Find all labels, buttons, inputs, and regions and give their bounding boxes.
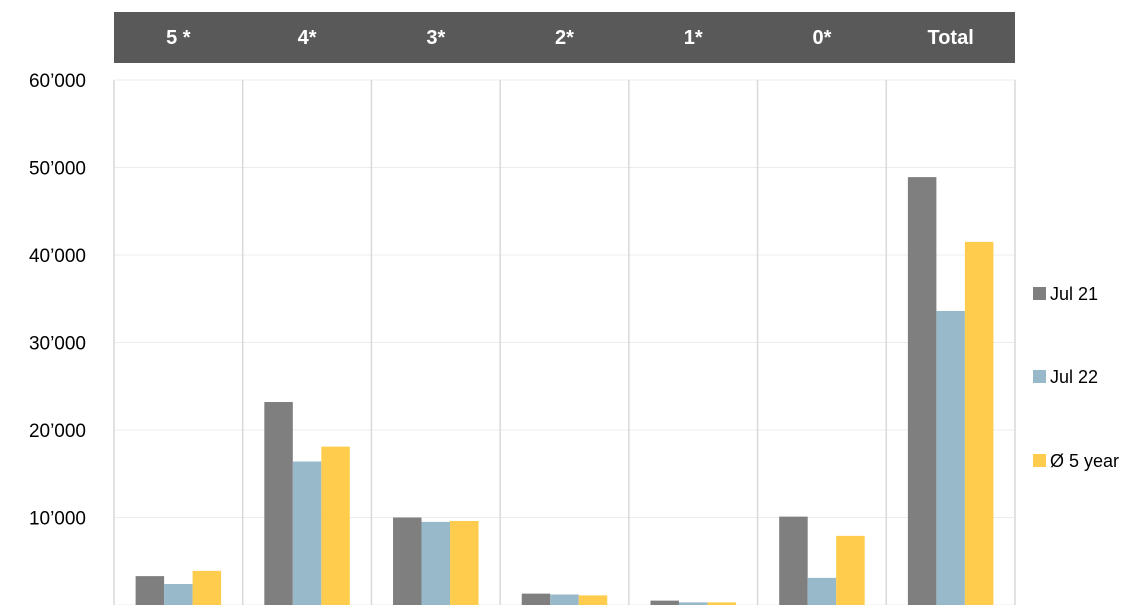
y-tick-label: 10’000 <box>29 509 86 530</box>
gridlines <box>113 79 1016 605</box>
legend-swatch <box>1033 454 1046 467</box>
category-header-labels: 5 * 4* 3* 2* 1* 0* Total <box>166 27 974 49</box>
header-band <box>114 12 1015 63</box>
bar <box>650 600 679 605</box>
category-label: 2* <box>555 27 574 49</box>
bar <box>964 241 994 605</box>
legend-swatch <box>1033 287 1046 300</box>
bar <box>421 521 451 605</box>
legend-item: Jul 21 <box>1033 284 1098 304</box>
y-tick-label: 40’000 <box>29 246 86 267</box>
bar <box>779 516 808 605</box>
legend: Jul 21 Jul 22 Ø 5 year <box>1033 284 1119 471</box>
bar <box>936 311 965 605</box>
bar <box>678 602 708 605</box>
legend-swatch <box>1033 370 1046 383</box>
y-tick-label: 50’000 <box>29 159 86 180</box>
bar <box>550 594 579 605</box>
bar <box>450 521 479 605</box>
bars <box>135 177 994 605</box>
category-label: 0* <box>812 27 831 49</box>
legend-item: Jul 22 <box>1033 367 1098 387</box>
legend-label: Jul 21 <box>1050 284 1098 304</box>
legend-item: Ø 5 year <box>1033 451 1119 471</box>
bar <box>135 576 165 605</box>
bar <box>393 517 422 605</box>
y-tick-label: 30’000 <box>29 334 86 355</box>
bar <box>907 177 937 605</box>
bar <box>192 570 222 605</box>
legend-label: Jul 22 <box>1050 367 1098 387</box>
bar <box>164 584 193 605</box>
bar <box>321 446 350 605</box>
bar <box>807 577 837 605</box>
category-label: Total <box>927 27 973 49</box>
bar <box>292 461 322 605</box>
category-label: 1* <box>684 27 703 49</box>
bar <box>264 402 293 605</box>
y-axis-tick-labels: 10’000 20’000 30’000 40’000 50’000 60’000 <box>29 71 86 530</box>
category-label: 5 * <box>166 27 191 49</box>
category-label: 3* <box>426 27 445 49</box>
bar <box>836 535 865 605</box>
bar <box>521 593 551 605</box>
category-label: 4* <box>298 27 317 49</box>
y-tick-label: 20’000 <box>29 421 86 442</box>
bar <box>707 602 736 605</box>
bar <box>578 595 608 605</box>
y-tick-label: 60’000 <box>29 71 86 92</box>
legend-label: Ø 5 year <box>1050 451 1119 471</box>
